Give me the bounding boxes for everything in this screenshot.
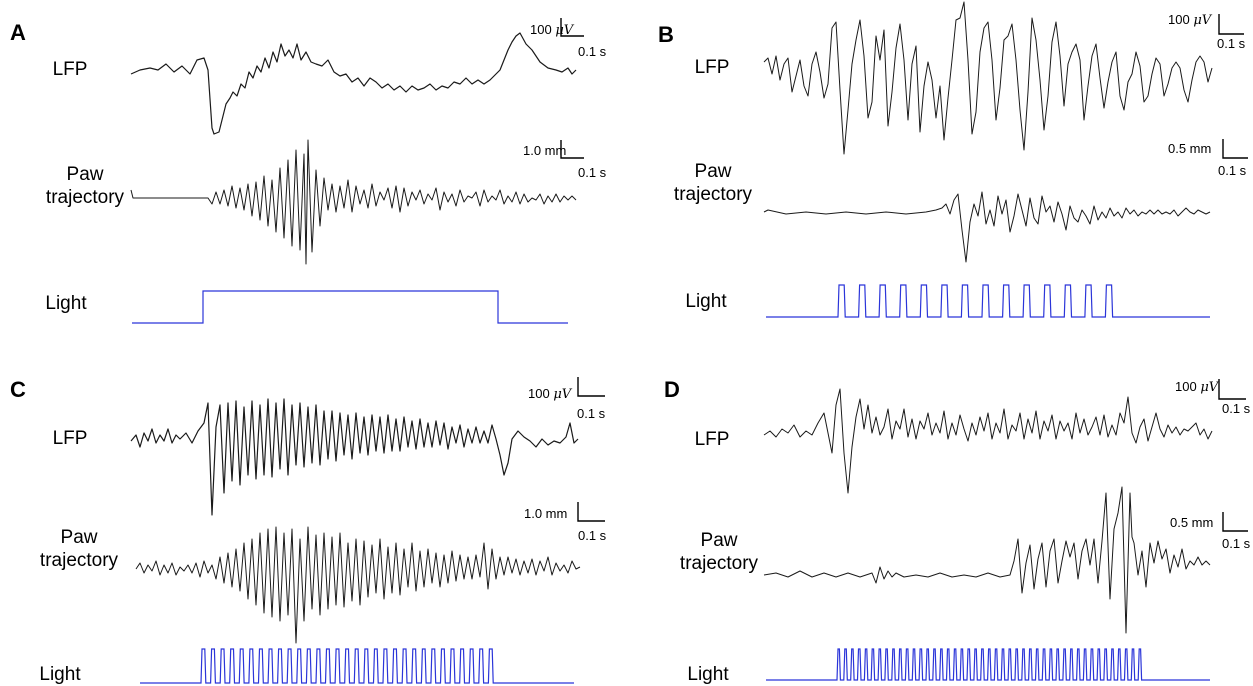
paw-scale-bar — [560, 140, 584, 159]
light-trace — [766, 284, 1210, 318]
light-trace-group — [766, 648, 1210, 681]
paw-trace — [763, 191, 1211, 263]
lfp-trace — [130, 32, 577, 135]
lfp-scale-bar — [560, 18, 584, 37]
lfp-scale-bar — [1218, 14, 1244, 35]
lfp-scale-time: 0.1 s — [1217, 36, 1246, 51]
paw-trajectory-label: Paw trajectory — [45, 164, 125, 208]
paw-scale-time: 0.1 s — [1222, 536, 1251, 551]
light-trace-group — [766, 284, 1210, 318]
traces-svg — [130, 377, 605, 684]
light-trace-group — [140, 648, 574, 684]
lfp-scale-amplitude: 100 μV — [1175, 379, 1219, 395]
lfp-scale-time: 0.1 s — [578, 44, 607, 59]
panel-b: B LFP Paw trajectory Light 100 μV 0.1 s … — [626, 0, 1253, 343]
lfp-label: LFP — [694, 429, 730, 450]
paw-scale-amplitude: 0.5 mm — [1170, 515, 1214, 530]
light-trace — [140, 648, 574, 684]
paw-scale-time: 0.1 s — [1218, 163, 1247, 178]
lfp-label: LFP — [52, 59, 88, 80]
panel-d: D LFP Paw trajectory Light 100 μV 0.1 s … — [626, 343, 1253, 686]
lfp-trace — [130, 398, 579, 516]
panel-letter: A — [10, 20, 26, 45]
panel-letter: C — [10, 377, 26, 402]
paw-trajectory-label: Paw trajectory — [39, 527, 119, 571]
panel-letter: B — [658, 22, 674, 47]
paw-scale-amplitude: 1.0 mm — [524, 506, 568, 521]
lfp-trace — [763, 1, 1213, 155]
lfp-scale-amplitude: 100 μV — [528, 386, 572, 402]
lfp-scale-time: 0.1 s — [577, 406, 606, 421]
paw-trace — [763, 486, 1211, 634]
paw-trajectory-label: Paw trajectory — [679, 530, 759, 574]
light-trace — [132, 290, 568, 324]
paw-scale-time: 0.1 s — [578, 165, 607, 180]
light-trace-group — [132, 290, 568, 324]
panel-c: C LFP Paw trajectory Light 100 μV 0.1 s … — [0, 343, 626, 686]
lfp-scale-amplitude: 100 μV — [1168, 12, 1212, 28]
paw-trajectory-label: Paw trajectory — [673, 161, 753, 205]
lfp-trace — [763, 388, 1213, 494]
paw-scale-amplitude: 0.5 mm — [1168, 141, 1212, 156]
lfp-label: LFP — [52, 428, 88, 449]
paw-scale-amplitude: 1.0 mm — [523, 143, 567, 158]
panel-a: A LFP Paw trajectory Light 100 μV 0.1 s … — [0, 0, 626, 343]
lfp-label: LFP — [694, 57, 730, 78]
light-label: Light — [687, 664, 729, 685]
traces-svg — [763, 1, 1248, 318]
traces-svg — [130, 18, 584, 324]
traces-svg — [763, 379, 1248, 681]
light-label: Light — [39, 664, 81, 685]
paw-scale-bar — [1222, 512, 1248, 532]
paw-trace — [135, 526, 581, 644]
panel-letter: D — [664, 377, 680, 402]
lfp-scale-bar — [577, 377, 605, 397]
lfp-scale-amplitude: 100 μV — [530, 22, 574, 38]
paw-trace — [130, 139, 577, 265]
light-label: Light — [685, 291, 727, 312]
light-trace — [766, 648, 1210, 681]
lfp-scale-bar — [1218, 379, 1246, 400]
lfp-scale-time: 0.1 s — [1222, 401, 1251, 416]
light-label: Light — [45, 293, 87, 314]
paw-scale-bar — [577, 502, 605, 522]
paw-scale-time: 0.1 s — [578, 528, 607, 543]
paw-scale-bar — [1222, 139, 1248, 159]
